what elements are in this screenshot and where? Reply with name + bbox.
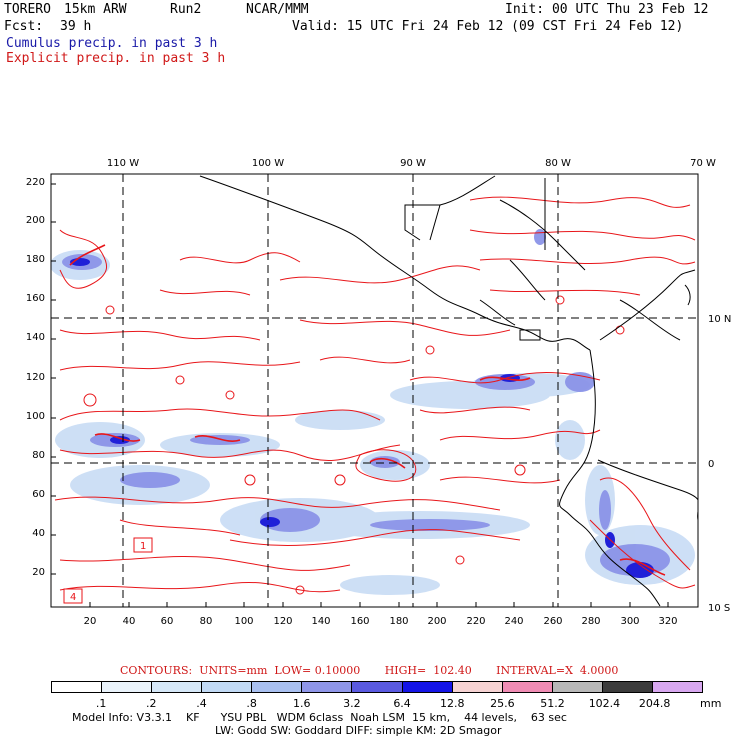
x-tick-label: 280 — [581, 616, 600, 627]
colorbar-label: 3.2 — [343, 697, 361, 710]
colorbar-swatch — [652, 682, 703, 692]
y-tick-label: 40 — [32, 528, 45, 539]
y-tick-label: 120 — [26, 372, 45, 383]
colorbar-label: .4 — [196, 697, 207, 710]
x-tick-label: 220 — [466, 616, 485, 627]
colorbar-label: .1 — [95, 697, 107, 710]
x-tick-label: 120 — [273, 616, 292, 627]
run-label: Run2 — [170, 2, 202, 17]
x-tick-label: 300 — [620, 616, 639, 627]
physics-info: LW: Godd SW: Goddard DIFF: simple KM: 2D… — [215, 724, 502, 737]
colorbar-swatch — [202, 682, 253, 692]
explicit-contours — [54, 196, 696, 595]
org-label: NCAR/MMM — [246, 2, 309, 17]
colorbar-label: 1.6 — [293, 697, 311, 710]
y-tick-label: 80 — [32, 450, 45, 461]
x-tick-label: 100 — [234, 616, 253, 627]
colorbar-label: .2 — [146, 697, 157, 710]
colorbar-swatch — [602, 682, 653, 692]
colorbar-swatch — [402, 682, 453, 692]
y-tick-label: 100 — [26, 411, 45, 422]
x-axis: 20 40 60 80 100 120 140 160 180 200 220 … — [84, 616, 678, 627]
box-label-frame — [63, 588, 83, 604]
lon-label: 80 W — [545, 158, 571, 169]
y-tick-label: 200 — [26, 215, 45, 226]
colorbar-swatch — [252, 682, 303, 692]
box-label: 4 — [70, 592, 76, 603]
colorbar-units: mm — [700, 697, 722, 710]
explicit-field-label: Explicit precip. in past 3 h — [6, 51, 226, 66]
explicit-contours-heavy — [69, 244, 666, 576]
y-tick-label: 160 — [26, 293, 45, 304]
colorbar-swatch — [102, 682, 153, 692]
x-tick-label: 320 — [658, 616, 677, 627]
colorbar-swatch — [552, 682, 603, 692]
x-tick-label: 260 — [543, 616, 562, 627]
lon-label: 100 W — [252, 158, 284, 169]
tick-marks — [51, 183, 669, 607]
y-tick-label: 20 — [32, 567, 45, 578]
y-tick-label: 60 — [32, 489, 45, 500]
colorbar-label: 12.8 — [439, 697, 465, 710]
x-tick-label: 240 — [504, 616, 523, 627]
lon-label: 70 W — [690, 158, 716, 169]
colorbar-label: 51.2 — [540, 697, 565, 710]
box-label-frame — [133, 537, 153, 553]
fcst-label: Fcst: — [4, 19, 44, 34]
x-tick-label: 160 — [350, 616, 369, 627]
map-frame — [50, 173, 699, 608]
lat-lon-grid — [51, 174, 698, 607]
fcst-value: 39 h — [60, 19, 92, 34]
lat-label: 10 S — [708, 603, 730, 614]
contour-info: CONTOURS: UNITS=mm LOW= 0.10000 HIGH= 10… — [120, 664, 619, 677]
x-tick-label: 60 — [161, 616, 174, 627]
coastlines — [199, 175, 698, 607]
y-tick-label: 220 — [26, 177, 45, 188]
x-tick-label: 140 — [311, 616, 330, 627]
colorbar-swatch — [52, 682, 103, 692]
colorbar-label: .8 — [246, 697, 257, 710]
model-resolution: 15km ARW — [64, 2, 127, 17]
lat-labels: 10 N 0 10 S — [708, 314, 731, 614]
y-axis: 220 200 180 160 140 120 100 80 60 40 20 — [26, 177, 45, 578]
colorbar-label: 25.6 — [490, 697, 515, 710]
lat-label: 0 — [708, 459, 714, 470]
model-name: TORERO — [4, 2, 51, 17]
colorbar-swatch — [502, 682, 553, 692]
colorbar-label: 204.8 — [638, 697, 671, 710]
colorbar-label: 102.4 — [588, 697, 621, 710]
lon-label: 90 W — [400, 158, 426, 169]
y-tick-label: 180 — [26, 254, 45, 265]
colorbar-swatch — [452, 682, 503, 692]
model-info: Model Info: V3.3.1 KF YSU PBL WDM 6class… — [72, 711, 567, 724]
cumulus-field-label: Cumulus precip. in past 3 h — [6, 36, 218, 51]
lat-label: 10 N — [708, 314, 731, 325]
colorbar-swatch — [152, 682, 203, 692]
x-tick-label: 40 — [123, 616, 136, 627]
y-tick-label: 140 — [26, 332, 45, 343]
contour-box-labels: 1 4 — [63, 537, 153, 604]
valid-time: Valid: 15 UTC Fri 24 Feb 12 (09 CST Fri … — [292, 19, 684, 34]
lon-label: 110 W — [107, 158, 139, 169]
lon-labels: 110 W 100 W 90 W 80 W 70 W — [107, 158, 716, 169]
box-label: 1 — [140, 541, 146, 552]
precip-layer — [51, 175, 698, 607]
x-tick-label: 80 — [200, 616, 213, 627]
colorbar — [51, 681, 703, 693]
x-tick-label: 20 — [84, 616, 97, 627]
init-time: Init: 00 UTC Thu 23 Feb 12 — [505, 2, 709, 17]
colorbar-swatch — [302, 682, 353, 692]
x-tick-label: 200 — [427, 616, 446, 627]
x-tick-label: 180 — [389, 616, 408, 627]
colorbar-swatch — [352, 682, 403, 692]
colorbar-label: 6.4 — [393, 697, 411, 710]
